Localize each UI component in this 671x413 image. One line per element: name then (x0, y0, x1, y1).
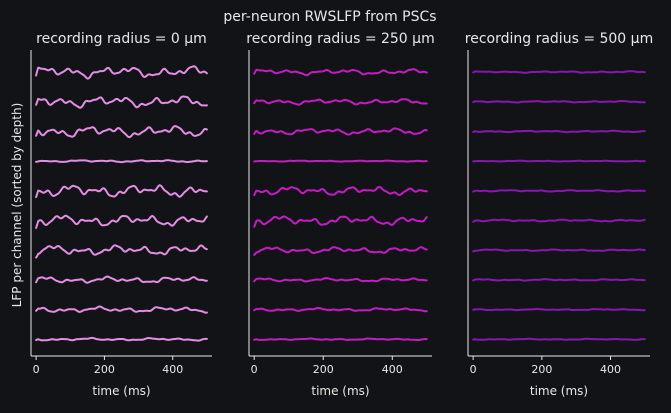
x-tick-label: 200 (94, 363, 115, 376)
y-axis-label: LFP per channel (sorted by depth) (10, 103, 24, 308)
channel-trace-7 (472, 248, 646, 253)
channel-trace-10 (35, 336, 208, 342)
panel-3-xlabel: time (ms) (530, 384, 588, 398)
channel-trace-8 (35, 275, 208, 284)
channel-trace-2 (35, 95, 208, 109)
panel-2-title: recording radius = 250 μm (246, 31, 434, 47)
channel-trace-4 (253, 159, 428, 163)
channel-trace-3 (472, 129, 646, 134)
panel-1-title: recording radius = 0 μm (36, 31, 207, 47)
panel-2-xlabel: time (ms) (311, 384, 369, 398)
x-tick-label: 0 (33, 363, 40, 376)
channel-trace-4 (472, 159, 646, 163)
channel-trace-5 (35, 184, 208, 199)
channel-trace-2 (472, 100, 646, 104)
channel-trace-1 (472, 70, 646, 74)
panel-3-title: recording radius = 500 μm (465, 31, 653, 47)
channel-trace-7 (253, 246, 428, 256)
channel-trace-10 (472, 337, 646, 341)
channel-trace-8 (472, 278, 646, 282)
x-tick-label: 200 (313, 363, 334, 376)
channel-trace-5 (472, 189, 646, 193)
x-tick-label: 400 (382, 363, 403, 376)
channel-trace-10 (253, 337, 428, 342)
channel-trace-3 (253, 127, 428, 136)
figure-suptitle: per-neuron RWSLFP from PSCs (223, 9, 436, 25)
x-tick-label: 400 (162, 363, 183, 376)
channel-trace-9 (472, 307, 646, 312)
channel-trace-5 (253, 185, 428, 197)
x-tick-label: 0 (470, 363, 477, 376)
channel-trace-9 (253, 306, 428, 313)
channel-trace-7 (35, 244, 208, 259)
channel-trace-6 (253, 215, 428, 228)
panel-1-xlabel: time (ms) (92, 384, 150, 398)
channel-trace-1 (253, 68, 428, 77)
panel-3: recording radius = 500 μm 0 200 400 time (ms… (465, 31, 653, 398)
channel-trace-6 (472, 218, 646, 223)
channel-trace-1 (35, 65, 208, 80)
x-tick-label: 400 (600, 363, 621, 376)
channel-trace-3 (35, 125, 208, 139)
x-tick-label: 200 (531, 363, 552, 376)
channel-trace-9 (35, 305, 208, 314)
channel-trace-6 (35, 214, 208, 229)
channel-trace-4 (35, 159, 208, 164)
panel-1: recording radius = 0 μm 0 200 400 time (ms) (30, 31, 212, 398)
channel-trace-2 (253, 98, 428, 106)
x-tick-label: 0 (251, 363, 258, 376)
panel-2: recording radius = 250 μm 0 200 400 time (ms… (246, 31, 434, 398)
channel-trace-8 (253, 277, 428, 283)
